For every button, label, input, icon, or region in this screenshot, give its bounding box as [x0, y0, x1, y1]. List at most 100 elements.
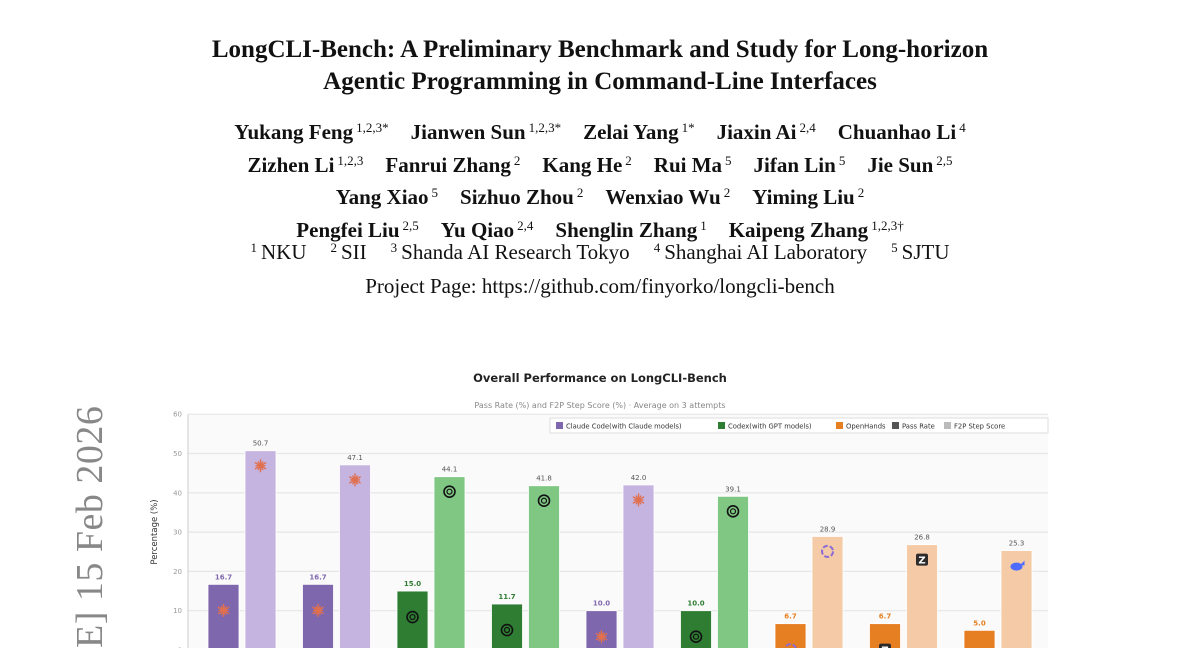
legend-item: Codex(with GPT models) [718, 422, 812, 431]
affiliation: 5 SJTU [891, 240, 949, 264]
svg-text:Z: Z [881, 646, 888, 648]
f2p-score-label: 50.7 [253, 440, 269, 448]
f2p-score-label: 28.9 [820, 525, 836, 533]
author-name: Shenglin Zhang [555, 217, 698, 242]
pass-rate-label: 11.7 [498, 593, 515, 601]
y-tick-label: 40 [173, 489, 182, 497]
author-name: Jifan Lin [753, 152, 836, 177]
author: Jifan Lin 5 [754, 153, 846, 177]
legend-swatch [836, 422, 843, 429]
author: Shenglin Zhang 1 [555, 218, 706, 242]
legend-label: Claude Code(with Claude models) [566, 423, 682, 431]
pass-rate-label: 16.7 [215, 573, 232, 581]
legend-box [549, 417, 1049, 434]
bar-group-codex: 15.0 44.1 [396, 466, 466, 648]
affiliation-name: SII [341, 240, 367, 264]
svg-text:Z: Z [918, 556, 925, 567]
openai-icon [443, 485, 456, 498]
author: Sizhuo Zhou 2 [460, 185, 583, 209]
author-affiliation-marks: 1,2,3† [871, 217, 904, 233]
author: Pengfei Liu 2,5 [296, 218, 419, 242]
f2p-step-score-bar [433, 476, 466, 648]
author: Yukang Feng 1,2,3* [234, 120, 388, 144]
f2p-step-score-bar [622, 484, 655, 648]
f2p-score-label: 39.1 [725, 485, 741, 493]
author-affiliation-marks: 1 [700, 217, 707, 233]
author-affiliation-marks: 2 [513, 152, 521, 168]
legend-label: Pass Rate [902, 423, 935, 431]
claude-icon [254, 459, 267, 473]
legend-item: Claude Code(with Claude models) [556, 422, 682, 431]
y-tick-label: 30 [173, 529, 182, 537]
openai-icon [537, 494, 551, 508]
pass-rate-label: 16.7 [309, 573, 326, 581]
author-affiliation-marks: 2 [857, 185, 865, 200]
y-tick-label: 10 [173, 607, 182, 615]
y-tick-label: 20 [173, 568, 182, 576]
legend-item: F2P Step Score [944, 422, 1005, 431]
author-name: Chuanhao Li [837, 120, 957, 144]
author-name: Jie Sun [867, 152, 934, 177]
openai-icon [689, 630, 703, 644]
author-name: Yiming Liu [752, 185, 855, 209]
author: Yang Xiao 5 [336, 185, 438, 209]
f2p-step-score-bar [528, 485, 560, 648]
affiliation: 1 NKU [251, 240, 307, 264]
legend-label: F2P Step Score [954, 423, 1005, 431]
author-line: Pengfei Liu 2,5 Yu Qiao 2,4 Shenglin Zhang 1 K… [0, 212, 1200, 245]
claude-icon [632, 493, 645, 507]
openai-icon [726, 505, 740, 518]
author: Yu Qiao 2,4 [441, 218, 534, 242]
legend-item: Pass Rate [892, 422, 935, 431]
author-name: Yukang Feng [234, 120, 354, 144]
author-affiliation-marks: 2 [723, 185, 731, 200]
affiliation-name: Shanda AI Research Tokyo [401, 240, 630, 264]
author: Rui Ma 5 [654, 153, 732, 177]
legend-label: Codex(with GPT models) [728, 423, 812, 431]
author-line: Zizhen Li 1,2,3 Fanrui Zhang 2 Kang He 2 Rui M… [0, 147, 1200, 180]
author-list: Yukang Feng 1,2,3* Jianwen Sun 1,2,3* Zelai … [0, 114, 1200, 244]
author-affiliation-marks: 4 [959, 120, 966, 135]
author-name: Wenxiao Wu [605, 185, 721, 209]
author-name: Jiaxin Ai [716, 120, 797, 144]
pass-rate-label: 15.0 [404, 580, 421, 588]
author-affiliation-marks: 2,5 [936, 152, 953, 168]
f2p-score-label: 47.1 [347, 454, 363, 462]
author: Fanrui Zhang 2 [385, 153, 520, 177]
affiliation-number: 3 [390, 240, 398, 255]
author-affiliation-marks: 5 [725, 152, 732, 168]
author-affiliation-marks: 2 [625, 152, 632, 168]
zhipu-z-icon: Z [916, 553, 928, 567]
project-page-link[interactable]: Project Page: https://github.com/finyork… [365, 274, 835, 298]
affiliation-number: 1 [250, 240, 258, 255]
openai-icon [406, 610, 419, 624]
author: Zelai Yang 1* [583, 120, 694, 144]
author-name: Jianwen Sun [410, 120, 526, 144]
affiliation-name: NKU [261, 240, 307, 264]
author-name: Kaipeng Zhang [728, 217, 869, 242]
legend-swatch [556, 422, 563, 429]
author: Chuanhao Li 4 [838, 120, 966, 144]
bar-group-openhands: 5.0 25.3 [963, 540, 1033, 648]
author-name: Sizhuo Zhou [460, 185, 574, 209]
claude-icon [595, 630, 608, 644]
f2p-step-score-bar [339, 464, 371, 648]
author-affiliation-marks: 1,2,3* [528, 120, 562, 135]
chart-title: Overall Performance on LongCLI-Bench [473, 371, 727, 385]
author: Zizhen Li 1,2,3 [247, 153, 363, 177]
affiliation: 2 SII [331, 240, 367, 264]
author: Wenxiao Wu 2 [605, 185, 730, 209]
f2p-score-label: 25.3 [1009, 540, 1025, 548]
author-affiliation-marks: 5 [838, 152, 846, 168]
author-affiliation-marks: 2 [576, 185, 584, 200]
legend-swatch [892, 422, 899, 429]
author-name: Zizhen Li [247, 152, 335, 177]
bar-group-claude: 16.7 47.1 [302, 454, 371, 648]
author-name: Rui Ma [653, 152, 723, 177]
pass-rate-bar [491, 603, 523, 648]
claude-icon [349, 473, 361, 487]
bar-group-codex: 10.0 39.1 [680, 485, 749, 648]
y-axis-label: Percentage (%) [150, 499, 160, 564]
author: Jianwen Sun 1,2,3* [411, 120, 561, 144]
